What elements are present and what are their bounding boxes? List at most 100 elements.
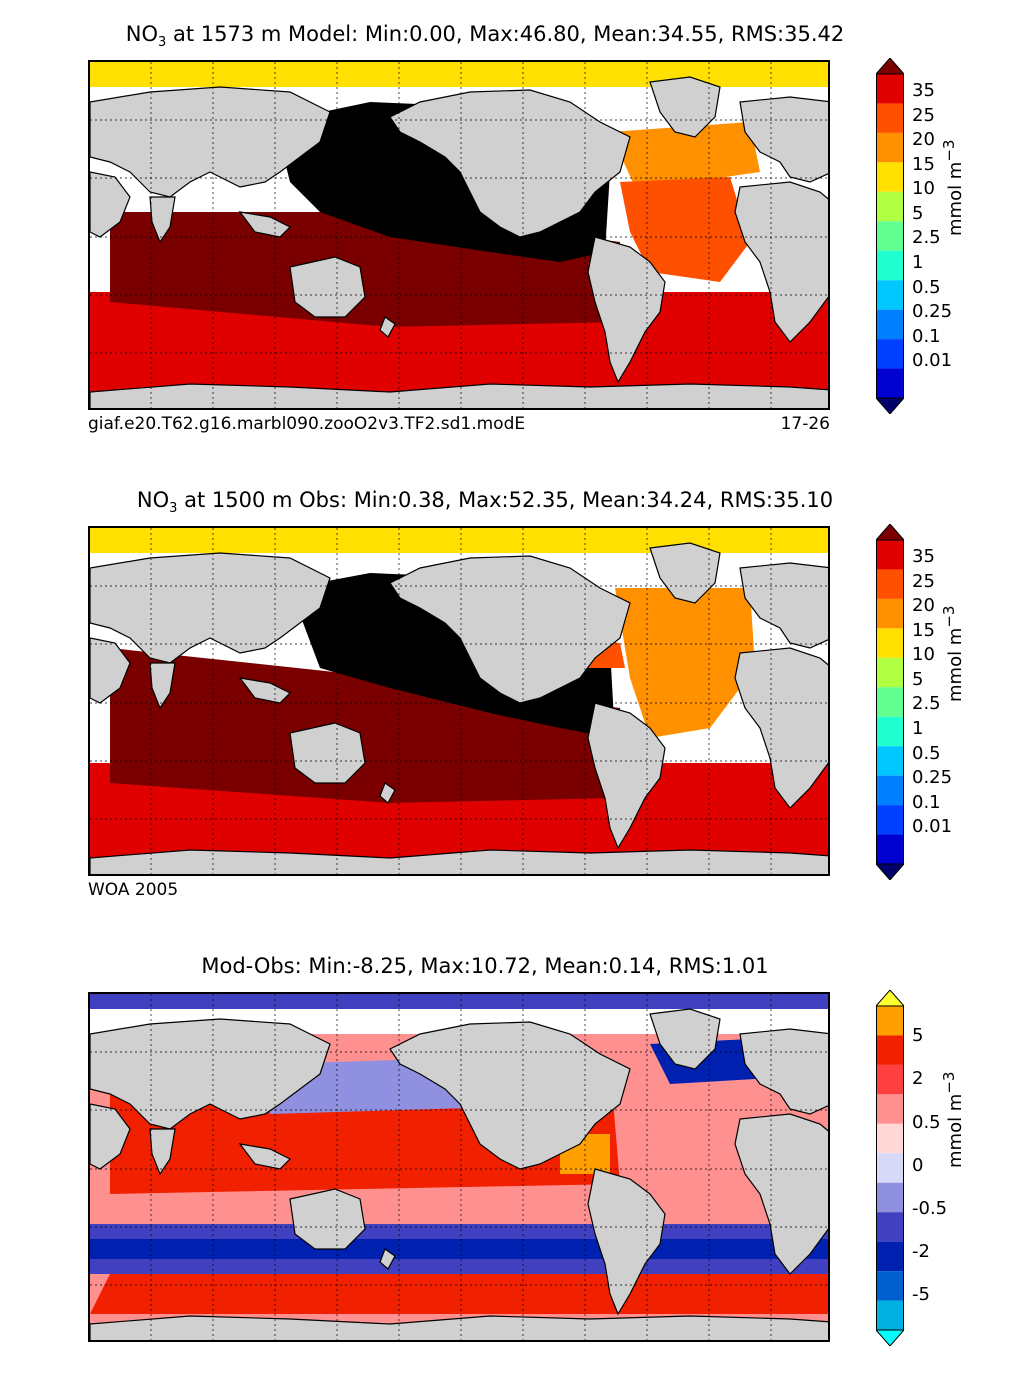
colorbar-frame bbox=[876, 1005, 904, 1331]
colorbar-segment bbox=[876, 628, 904, 658]
landmass-5 bbox=[90, 1018, 331, 1130]
landmass-4 bbox=[734, 1113, 828, 1275]
panel-title: NO3 at 1500 m Obs: Min:0.38, Max:52.35, … bbox=[136, 488, 834, 517]
colorbar-segment bbox=[876, 598, 904, 629]
field-region-0 bbox=[90, 62, 828, 87]
colorbar-tick-label: 0.1 bbox=[912, 325, 941, 347]
colorbar bbox=[876, 990, 904, 1346]
landmass-7 bbox=[149, 1128, 176, 1176]
colorbar-tick-label: 20 bbox=[912, 595, 935, 617]
colorbar-segment bbox=[876, 569, 904, 599]
landmass-8 bbox=[238, 211, 292, 238]
colorbar-segment bbox=[876, 540, 904, 570]
colorbar-segment bbox=[876, 368, 904, 398]
colorbar-segment bbox=[876, 746, 904, 776]
landmass-9 bbox=[289, 722, 366, 784]
diff-panel: Mod-Obs: Min:-8.25, Max:10.72, Mean:0.14… bbox=[0, 932, 1020, 1397]
field-region-4 bbox=[90, 1239, 828, 1259]
colorbar-segment bbox=[876, 250, 904, 281]
colorbar-tick-label: -2 bbox=[912, 1241, 930, 1263]
landmass-4 bbox=[734, 647, 828, 809]
footer-right: 17-26 bbox=[780, 414, 830, 434]
landmass-9 bbox=[289, 1188, 366, 1250]
field-region-5 bbox=[620, 177, 750, 282]
colorbar-segment bbox=[876, 805, 904, 835]
footer-left: WOA 2005 bbox=[88, 880, 179, 900]
landmass-3 bbox=[739, 562, 828, 649]
landmass-5 bbox=[90, 86, 331, 198]
colorbar-tick-label: 0.5 bbox=[912, 276, 941, 298]
landmass-2 bbox=[587, 236, 666, 384]
colorbar-segment bbox=[876, 834, 904, 864]
field-region-7 bbox=[90, 1274, 828, 1314]
landmass-6 bbox=[90, 1103, 131, 1170]
footer-left: giaf.e20.T62.g16.marbl090.zooO2v3.TF2.sd… bbox=[88, 414, 526, 434]
colorbar-tick-label: 25 bbox=[912, 104, 935, 126]
landmass-11 bbox=[90, 383, 828, 408]
landmass-0 bbox=[389, 555, 631, 704]
colorbar-segment bbox=[876, 221, 904, 251]
field-region-4 bbox=[615, 588, 755, 738]
landmass-8 bbox=[238, 677, 292, 704]
field-region-0 bbox=[90, 528, 828, 553]
colorbar-segment bbox=[876, 339, 904, 369]
colorbar-segment bbox=[876, 1094, 904, 1124]
colorbar-label: mmol m−3 bbox=[940, 139, 966, 236]
colorbar-tick-label: 0.5 bbox=[912, 742, 941, 764]
landmass-10 bbox=[379, 782, 396, 804]
colorbar-label: mmol m−3 bbox=[940, 1071, 966, 1168]
landmass-10 bbox=[379, 316, 396, 338]
landmass-1 bbox=[649, 1008, 721, 1070]
model-panel: NO3 at 1573 m Model: Min:0.00, Max:46.80… bbox=[0, 0, 1020, 465]
landmass-6 bbox=[90, 171, 131, 238]
field-region-2 bbox=[110, 648, 620, 803]
colorbar-segment bbox=[876, 280, 904, 310]
landmass-9 bbox=[289, 256, 366, 318]
landmass-0 bbox=[389, 89, 631, 238]
colorbar-tick-label: 0.25 bbox=[912, 301, 953, 323]
map-plot bbox=[88, 60, 830, 410]
colorbar-tick-label: 1 bbox=[912, 718, 924, 739]
colorbar-segment bbox=[876, 103, 904, 133]
obs-panel: NO3 at 1500 m Obs: Min:0.38, Max:52.35, … bbox=[0, 466, 1020, 931]
colorbar-segment bbox=[876, 1064, 904, 1095]
colorbar-tick-label: 5 bbox=[912, 668, 924, 690]
colorbar-segment bbox=[876, 309, 904, 340]
colorbar-segment bbox=[876, 1212, 904, 1242]
colorbar-tick-label: 15 bbox=[912, 153, 935, 175]
landmass-10 bbox=[379, 1248, 396, 1270]
colorbar-frame bbox=[876, 539, 904, 865]
colorbar-tick-label: 15 bbox=[912, 619, 935, 641]
colorbar-extend-min bbox=[876, 397, 904, 414]
landmass-2 bbox=[587, 1168, 666, 1316]
colorbar-segment bbox=[876, 716, 904, 747]
colorbar-segment bbox=[876, 74, 904, 104]
colorbar-tick-label: 5 bbox=[912, 202, 924, 224]
colorbar-segment bbox=[876, 1241, 904, 1272]
landmass-4 bbox=[734, 181, 828, 343]
colorbar-tick-label: 0.1 bbox=[912, 791, 941, 813]
colorbar-segment bbox=[876, 132, 904, 163]
colorbar-tick-label: 2.5 bbox=[912, 227, 941, 249]
colorbar-tick-label: 10 bbox=[912, 644, 935, 666]
colorbar-frame bbox=[876, 73, 904, 399]
colorbar-tick-label: 25 bbox=[912, 570, 935, 592]
colorbar-segment bbox=[876, 687, 904, 717]
colorbar-tick-label: 0.5 bbox=[912, 1111, 941, 1133]
field-region-4 bbox=[610, 122, 760, 187]
colorbar-segment bbox=[876, 1182, 904, 1213]
landmass-1 bbox=[649, 542, 721, 604]
colorbar-tick-label: 5 bbox=[912, 1025, 924, 1047]
colorbar-extend-min bbox=[876, 1329, 904, 1346]
colorbar-segment bbox=[876, 1006, 904, 1036]
colorbar-segment bbox=[876, 1153, 904, 1183]
colorbar-extend-min bbox=[876, 863, 904, 880]
colorbar-tick-label: 10 bbox=[912, 178, 935, 200]
colorbar-tick-label: 0.01 bbox=[912, 816, 953, 838]
colorbar-tick-label: 35 bbox=[912, 546, 935, 568]
panel-title: Mod-Obs: Min:-8.25, Max:10.72, Mean:0.14… bbox=[201, 954, 769, 978]
map-plot bbox=[88, 526, 830, 876]
colorbar-segment bbox=[876, 775, 904, 806]
colorbar-segment bbox=[876, 162, 904, 192]
landmass-6 bbox=[90, 637, 131, 704]
